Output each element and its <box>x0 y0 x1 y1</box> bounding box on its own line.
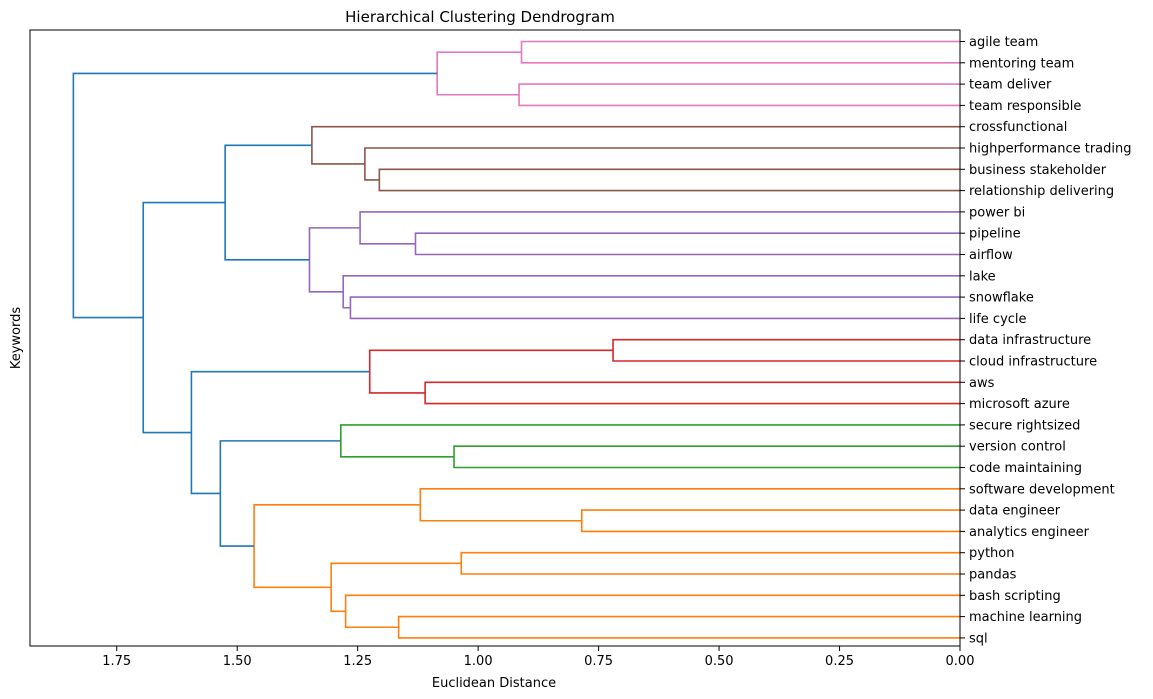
dendrogram-link-n27 <box>142 201 226 434</box>
leaf-label: analytics engineer <box>969 525 1090 540</box>
leaf-label: aws <box>969 376 995 391</box>
leaf-label: power bi <box>969 205 1025 220</box>
x-tick-label: 0.25 <box>825 654 854 669</box>
dendrogram-link-n23 <box>330 562 462 613</box>
leaf-label: data engineer <box>969 504 1061 519</box>
leaf-label: snowflake <box>969 291 1034 306</box>
dendrogram-link-n24 <box>253 503 421 589</box>
leaf-label: team deliver <box>969 78 1052 93</box>
dendrogram-link-n4 <box>378 168 960 192</box>
dendrogram-link-n1 <box>520 40 960 64</box>
leaf-label: mentoring team <box>969 56 1074 71</box>
leaf-label: team responsible <box>969 99 1081 114</box>
leaf-label: cloud infrastructure <box>969 355 1097 370</box>
leaf-label: sql <box>969 631 988 646</box>
dendrogram-link-n8 <box>359 211 960 245</box>
x-tick-label: 0.00 <box>946 654 975 669</box>
x-tick-label: 0.75 <box>584 654 613 669</box>
plot-frame <box>29 29 961 647</box>
dendrogram-link-n14 <box>424 381 960 405</box>
dendrogram-link-n9 <box>349 296 960 320</box>
chart-title: Hierarchical Clustering Dendrogram <box>345 8 615 26</box>
dendrogram-link-n11 <box>308 227 361 293</box>
y-axis-label: Keywords <box>9 307 24 370</box>
leaf-label: life cycle <box>969 312 1027 327</box>
x-tick-label: 0.50 <box>705 654 734 669</box>
dendrogram-link-n26 <box>190 370 370 495</box>
dendrogram-link-n10 <box>342 275 960 309</box>
dendrogram-link-n5 <box>364 147 960 181</box>
dendrogram-link-n25 <box>219 440 341 547</box>
leaf-label: agile team <box>969 35 1038 50</box>
x-tick-label: 1.75 <box>102 654 131 669</box>
dendrogram-link-n2 <box>518 83 960 107</box>
leaf-label: python <box>969 546 1014 561</box>
leaf-label: pipeline <box>969 227 1021 242</box>
x-tick-label: 1.25 <box>343 654 372 669</box>
leaf-label: business stakeholder <box>969 163 1107 178</box>
x-tick-label: 1.00 <box>464 654 493 669</box>
x-axis-ticks: 1.75 1.50 1.25 1.00 0.75 0.50 0.25 0.00 <box>102 646 974 669</box>
leaf-label: crossfunctional <box>969 120 1067 135</box>
leaf-label: relationship delivering <box>969 184 1114 199</box>
dendrogram-link-n3 <box>436 51 522 96</box>
dendrogram-link-n22 <box>344 594 960 629</box>
leaf-label: secure rightsized <box>969 418 1080 433</box>
dendrogram-link-n19 <box>419 488 960 522</box>
dendrogram-link-n12 <box>224 144 312 261</box>
dendrogram-link-n20 <box>460 551 960 575</box>
leaf-label: software development <box>969 482 1115 497</box>
leaf-label: code maintaining <box>969 461 1082 476</box>
leaf-label: highperformance trading <box>969 142 1132 157</box>
leaf-label: airflow <box>969 248 1013 263</box>
leaf-label: bash scripting <box>969 589 1061 604</box>
leaf-labels: agile team mentoring team team deliver team… <box>960 35 1132 646</box>
dendrogram-links <box>72 40 960 639</box>
dendrogram-link-n28 <box>72 72 438 319</box>
dendrogram-link-n13 <box>612 338 960 362</box>
leaf-label: lake <box>969 269 996 284</box>
dendrogram-link-n7 <box>414 232 960 256</box>
leaf-label: machine learning <box>969 610 1082 625</box>
dendrogram-link-n17 <box>340 424 960 458</box>
leaf-label: microsoft azure <box>969 397 1070 412</box>
x-axis-label: Euclidean Distance <box>432 676 556 691</box>
dendrogram-link-n18 <box>580 509 960 533</box>
leaf-label: pandas <box>969 568 1017 583</box>
leaf-label: data infrastructure <box>969 333 1091 348</box>
dendrogram-link-n21 <box>397 615 960 639</box>
dendrogram-link-n15 <box>368 349 614 394</box>
dendrogram-link-n6 <box>311 125 960 165</box>
dendrogram-link-n16 <box>453 445 960 469</box>
x-tick-label: 1.50 <box>223 654 252 669</box>
leaf-label: version control <box>969 440 1066 455</box>
